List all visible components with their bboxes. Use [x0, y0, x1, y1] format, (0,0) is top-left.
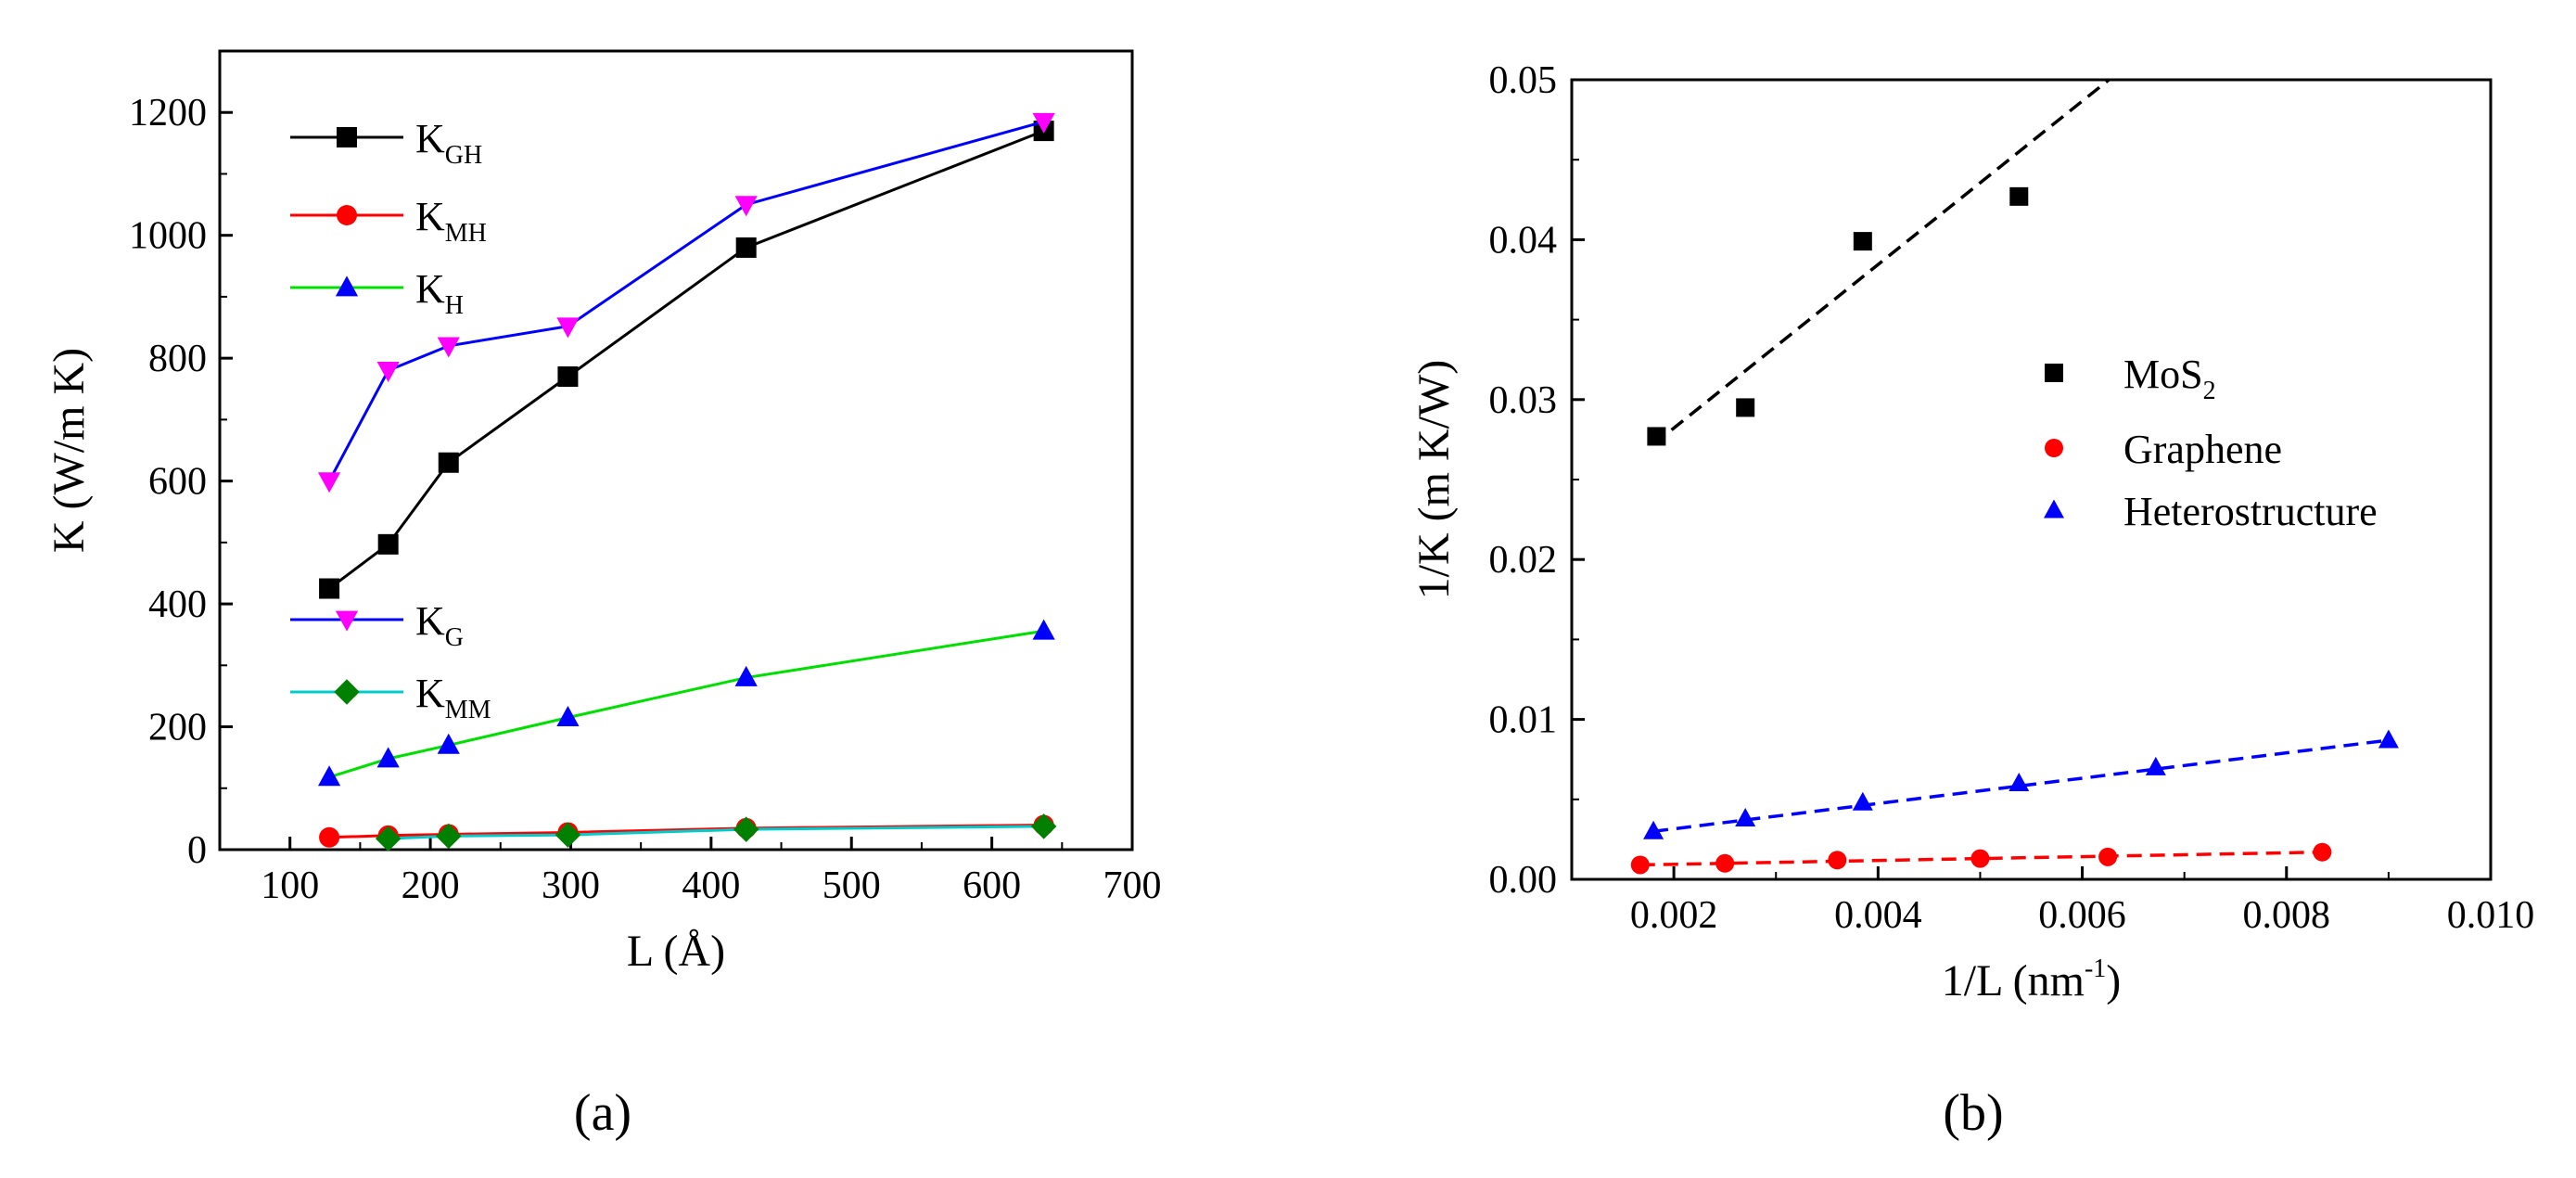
- point-h: [734, 665, 758, 686]
- fit-line-mos: [1651, 78, 2111, 446]
- y-tick-label-b: 0.02: [1489, 539, 1558, 582]
- plot-frame-b: [1570, 78, 2493, 881]
- series-line-g: [327, 120, 1045, 482]
- point-h: [1032, 619, 1055, 640]
- y-axis-label-a: K (W/m K): [45, 348, 94, 553]
- point-graphene: [1630, 855, 1650, 875]
- point-gh: [438, 452, 459, 473]
- point-g: [317, 472, 341, 493]
- point-gh: [377, 533, 399, 555]
- point-heterostructure: [1643, 820, 1664, 839]
- legend-label-mm: KMM: [415, 671, 491, 724]
- point-graphene: [1715, 853, 1735, 873]
- point-mm: [375, 826, 402, 851]
- x-tick-label-a: 700: [1103, 864, 1162, 907]
- legend-label-heterostructure: Heterostructure: [2123, 489, 2378, 534]
- legend-marker-graphene: [2045, 439, 2063, 457]
- point-graphene: [1828, 851, 1847, 870]
- y-tick-label-a: 400: [148, 583, 207, 626]
- legend-marker-mh: [337, 205, 357, 225]
- point-g: [376, 362, 400, 383]
- legend-marker-heterostructure: [2044, 499, 2064, 519]
- legend-label-graphene: Graphene: [2123, 427, 2282, 472]
- y-tick-label-a: 1000: [129, 215, 207, 258]
- point-mm: [1030, 813, 1057, 839]
- y-tick-label-b: 0.01: [1489, 699, 1558, 742]
- chart-b: 0.002 0.004 0.006 0.008 0.010 0.00 0.01 0.02 0.0…: [1409, 59, 2534, 1142]
- x-tick-label-b: 0.006: [2038, 894, 2126, 937]
- point-mos: [1736, 398, 1755, 417]
- point-mos: [1647, 427, 1666, 446]
- y-tick-label-b: 0.04: [1489, 219, 1558, 262]
- fit-line-heterostructure: [1652, 738, 2390, 834]
- legend-label-h: KH: [415, 266, 464, 320]
- y-tick-label-b: 0.00: [1489, 859, 1558, 902]
- x-tick-label-b: 0.008: [2243, 894, 2331, 937]
- point-gh: [557, 366, 579, 388]
- point-graphene: [2098, 847, 2118, 866]
- legend-marker-gh: [337, 127, 357, 147]
- point-graphene: [2313, 842, 2332, 862]
- point-heterostructure: [2145, 756, 2166, 775]
- legend-marker-mm: [334, 679, 360, 705]
- x-tick-label-a: 100: [261, 864, 319, 907]
- legend-label-mos: MoS2: [2123, 352, 2216, 405]
- legend-marker-g: [335, 610, 359, 632]
- x-axis-label-b: 1/L (nm-1): [1942, 954, 2122, 1005]
- point-mos: [1853, 232, 1872, 251]
- point-mm: [733, 816, 759, 842]
- y-tick-label-a: 800: [148, 338, 207, 380]
- x-axis-label-a: L (Å): [627, 927, 725, 976]
- point-heterostructure: [2378, 729, 2399, 749]
- legend-marker-h: [335, 275, 359, 297]
- point-mm: [555, 822, 581, 848]
- x-tick-label-b: 0.002: [1630, 894, 1718, 937]
- point-g: [556, 317, 580, 339]
- caption-b: (b): [1943, 1084, 2003, 1142]
- point-h: [437, 733, 460, 754]
- x-tick-label-a: 500: [823, 864, 881, 907]
- x-tick-label-b: 0.004: [1834, 894, 1922, 937]
- x-tick-label-a: 400: [682, 864, 740, 907]
- legend-label-gh: KGH: [415, 116, 482, 170]
- point-g: [1032, 112, 1055, 134]
- legend-marker-mos: [2045, 364, 2063, 382]
- legend-label-mh: KMH: [415, 194, 487, 248]
- y-tick-label-a: 1200: [129, 92, 207, 134]
- point-mh: [319, 826, 340, 848]
- point-gh: [319, 578, 340, 599]
- point-h: [317, 765, 341, 787]
- y-tick-label-a: 600: [148, 461, 207, 504]
- y-tick-label-a: 200: [148, 707, 207, 749]
- y-axis-label-b: 1/K (m K/W): [1409, 360, 1459, 600]
- point-gh: [735, 237, 757, 258]
- point-g: [734, 196, 758, 217]
- point-mos: [2009, 186, 2029, 206]
- point-g: [437, 337, 460, 358]
- point-mm: [436, 823, 462, 850]
- y-tick-label-b: 0.05: [1489, 59, 1558, 102]
- point-h: [376, 747, 400, 768]
- x-tick-label-a: 600: [963, 864, 1021, 907]
- x-tick-label-a: 300: [542, 864, 600, 907]
- y-tick-label-b: 0.03: [1489, 379, 1558, 422]
- x-tick-label-b: 0.010: [2447, 894, 2535, 937]
- x-tick-label-a: 200: [402, 864, 460, 907]
- plot-frame-a: [218, 49, 1134, 851]
- y-tick-label-a: 0: [187, 829, 207, 872]
- caption-a: (a): [574, 1084, 631, 1142]
- point-heterostructure: [2009, 773, 2030, 792]
- point-heterostructure: [1852, 791, 1873, 811]
- point-graphene: [1970, 849, 1990, 868]
- fit-line-graphene: [1639, 850, 2323, 867]
- point-h: [556, 705, 580, 726]
- series-line-h: [328, 629, 1044, 779]
- chart-a: 100 200 300 400 500 600 700 0 200 400 600 800 1000 12…: [45, 49, 1162, 1142]
- point-heterostructure: [1735, 807, 1756, 826]
- legend-label-g: KG: [415, 598, 464, 652]
